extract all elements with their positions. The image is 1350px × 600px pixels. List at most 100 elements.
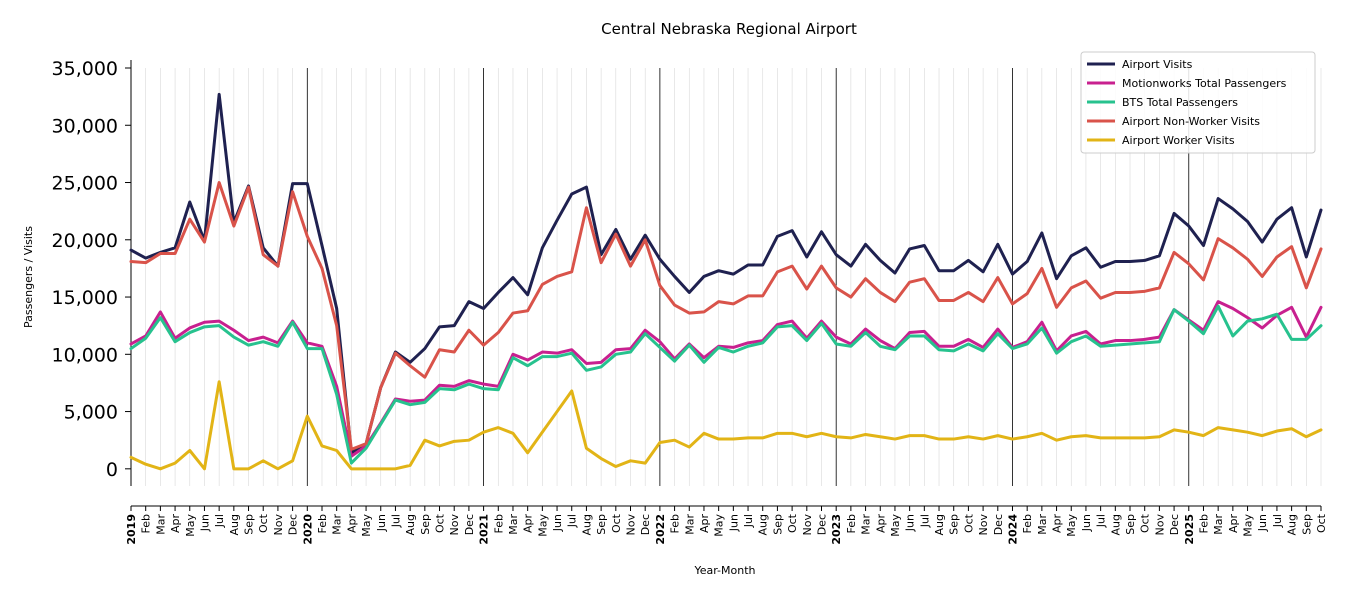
x-tick-label: Nov [272, 514, 285, 536]
y-axis: 0 5,000 10,000 15,000 20,000 25,000 30,000 35,0… [52, 58, 132, 486]
x-tick-label: Oct [962, 513, 975, 533]
x-tick-label: Apr [169, 514, 182, 534]
x-tick-label: Nov [625, 514, 638, 536]
x-tick-label: 2021 [478, 514, 491, 545]
x-tick-label: Feb [492, 514, 505, 533]
x-tick-label: 2020 [301, 514, 314, 545]
gridlines [130, 68, 1322, 486]
x-tick-label: Apr [522, 514, 535, 534]
legend-label-airport-worker-visits: Airport Worker Visits [1122, 134, 1235, 147]
y-tick-label: 5,000 [64, 402, 118, 424]
y-tick-label: 0 [106, 459, 118, 481]
x-tick-label: Dec [287, 514, 300, 535]
x-tick-label: Oct [1315, 513, 1328, 533]
x-tick-label: Apr [874, 514, 887, 534]
x-tick-label: Nov [448, 514, 461, 536]
x-tick-label: Jul [389, 514, 402, 528]
x-tick-label: Apr [698, 514, 711, 534]
x-tick-label: Jun [904, 514, 917, 532]
x-tick-label: Aug [1109, 514, 1122, 535]
x-tick-label: Dec [815, 514, 828, 535]
x-tick-label: Mar [1036, 514, 1049, 535]
x-tick-label: Jul [566, 514, 579, 528]
x-tick-label: Apr [345, 514, 358, 534]
x-tick-label: Sep [419, 514, 432, 535]
x-tick-label: Feb [316, 514, 329, 533]
x-tick-label: Aug [933, 514, 946, 535]
series-line-airport-worker-visits [129, 380, 1323, 471]
x-tick-label: 2025 [1183, 514, 1196, 545]
x-tick-label: Feb [140, 514, 153, 533]
x-tick-label: Oct [434, 513, 447, 533]
y-tick-label: 20,000 [52, 230, 118, 252]
x-tick-label: Feb [1021, 514, 1034, 533]
x-tick-label: Jun [1256, 514, 1269, 532]
x-tick-label: May [713, 514, 726, 537]
x-tick-label: Aug [404, 514, 417, 535]
x-tick-label: May [184, 514, 197, 537]
y-tick-label: 15,000 [52, 287, 118, 309]
x-tick-label: Nov [801, 514, 814, 536]
x-tick-label: Oct [257, 513, 270, 533]
series-lines [129, 92, 1323, 471]
chart-title: Central Nebraska Regional Airport [601, 20, 857, 38]
x-tick-label: Oct [786, 513, 799, 533]
x-tick-label: Sep [1300, 514, 1313, 535]
x-tick-label: Dec [639, 514, 652, 535]
x-tick-label: Aug [1286, 514, 1299, 535]
x-tick-label: Jun [198, 514, 211, 532]
x-tick-label: Sep [1124, 514, 1137, 535]
x-tick-label: May [1242, 514, 1255, 537]
x-tick-label: 2019 [125, 514, 138, 545]
x-tick-label: May [1065, 514, 1078, 537]
x-tick-label: Jul [213, 514, 226, 528]
x-axis-label: Year-Month [693, 564, 755, 577]
x-tick-label: Mar [507, 514, 520, 535]
x-tick-label: Jun [727, 514, 740, 532]
legend-label-motionworks-total-passengers: Motionworks Total Passengers [1122, 77, 1287, 90]
x-tick-label: Apr [1227, 514, 1240, 534]
x-tick-label: May [536, 514, 549, 537]
x-tick-label: Feb [669, 514, 682, 533]
x-tick-label: Jul [1271, 514, 1284, 528]
x-tick-label: Dec [1168, 514, 1181, 535]
x-tick-label: 2022 [654, 514, 667, 545]
x-tick-label: Sep [595, 514, 608, 535]
series-line-airport-visits [129, 92, 1323, 455]
series-line-airport-non-worker-visits [129, 181, 1323, 451]
x-tick-label: Aug [757, 514, 770, 535]
legend-label-airport-non-worker-visits: Airport Non-Worker Visits [1122, 115, 1260, 128]
x-tick-label: Dec [463, 514, 476, 535]
x-tick-label: May [889, 514, 902, 537]
x-tick-label: Mar [1212, 514, 1225, 535]
y-axis-label: Passengers / Visits [22, 226, 35, 328]
x-tick-label: Sep [948, 514, 961, 535]
x-tick-label: Feb [1197, 514, 1210, 533]
x-tick-label: Jun [551, 514, 564, 532]
x-tick-label: Mar [154, 514, 167, 535]
y-tick-label: 10,000 [52, 344, 118, 366]
y-tick-label: 25,000 [52, 173, 118, 195]
legend-label-airport-visits: Airport Visits [1122, 58, 1193, 71]
x-tick-label: Aug [580, 514, 593, 535]
x-tick-label: Aug [228, 514, 241, 535]
x-tick-label: Nov [1153, 514, 1166, 536]
x-tick-label: Jun [1080, 514, 1093, 532]
y-tick-label: 30,000 [52, 115, 118, 137]
x-axis: 2019 Feb Mar Apr May Jun Jul Aug Sep Oct Nov Dec 202… [125, 505, 1328, 545]
x-tick-label: Mar [331, 514, 344, 535]
legend-box [1080, 51, 1316, 154]
x-tick-label: Jul [918, 514, 931, 528]
x-tick-label: Apr [1051, 514, 1064, 534]
x-tick-label: Nov [977, 514, 990, 536]
x-tick-label: Oct [1139, 513, 1152, 533]
x-tick-label: 2024 [1006, 514, 1019, 545]
x-tick-label: Mar [860, 514, 873, 535]
legend-label-bts-total-passengers: BTS Total Passengers [1122, 96, 1238, 109]
x-tick-label: 2023 [830, 514, 843, 545]
x-tick-label: Jun [375, 514, 388, 532]
x-tick-label: May [360, 514, 373, 537]
series-line-bts-total-passengers [129, 304, 1323, 465]
legend: Airport Visits Motionworks Total Passenge… [1080, 51, 1316, 154]
